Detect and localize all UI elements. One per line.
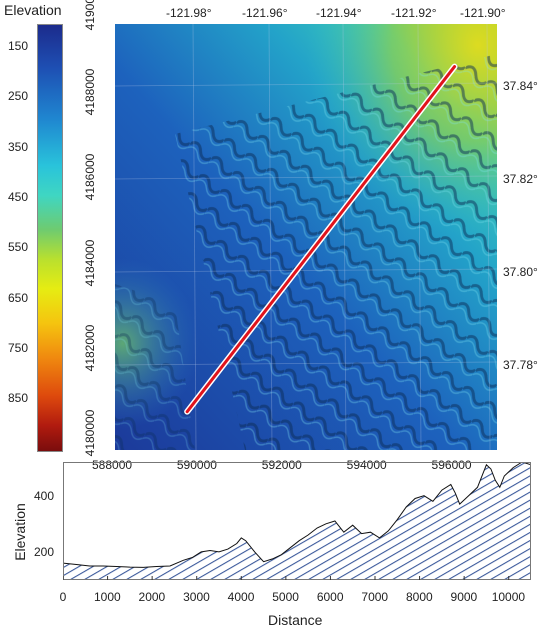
graticule-parallel [115, 82, 497, 87]
profile-x-tick-label: 5000 [272, 590, 299, 604]
graticule-meridian [486, 24, 491, 450]
graticule-parallel [115, 268, 497, 273]
profile-x-tick-label: 8000 [405, 590, 433, 604]
colorbar-tick-label: 550 [8, 240, 29, 255]
profile-line [185, 65, 457, 414]
colorbar-tick-label: 350 [8, 139, 29, 154]
profile-x-tick-label: 10000 [491, 590, 526, 604]
longitude-tick-label: -121.92° [391, 6, 437, 20]
profile-y-tick-label: 400 [34, 488, 55, 503]
profile-x-tick-label: 7000 [361, 590, 389, 604]
longitude-tick-label: -121.90° [460, 6, 506, 20]
profile-outline [63, 462, 531, 568]
colorbar-tick-label: 250 [8, 89, 29, 104]
graticule-parallel [115, 175, 497, 180]
graticule-meridian [342, 24, 347, 450]
easting-tick-label: 596000 [431, 458, 472, 472]
graticule-parallel [115, 361, 497, 366]
colorbar-tick-label: 650 [8, 290, 29, 305]
elevation-map[interactable] [115, 24, 497, 450]
easting-tick-label: 590000 [176, 458, 217, 472]
profile-area [63, 462, 531, 580]
profile-y-tick-label: 200 [34, 544, 55, 559]
northing-tick-label: 4182000 [83, 324, 97, 372]
colorbar-tick-label: 850 [8, 391, 29, 406]
graticule-meridian [268, 24, 273, 450]
elevation-profile-chart[interactable] [63, 462, 531, 580]
colorbar-tick-label: 150 [8, 39, 29, 53]
northing-tick-label: 4180000 [83, 409, 97, 457]
latitude-tick-label: 37.78° [503, 358, 538, 372]
profile-x-tick-label: 4000 [227, 590, 255, 604]
colorbar-tick-label: 750 [8, 340, 29, 355]
profile-x-tick-label: 9000 [450, 590, 478, 604]
profile-x-tick-label: 1000 [93, 590, 121, 604]
latitude-tick-label: 37.82° [503, 172, 538, 186]
profile-x-tick-label: 6000 [316, 590, 344, 604]
northing-tick-label: 4190000 [83, 0, 97, 31]
colorbar-title: Elevation [4, 2, 62, 18]
easting-tick-label: 594000 [346, 458, 387, 472]
profile-y-label: Elevation [12, 503, 28, 561]
longitude-tick-label: -121.96° [242, 6, 288, 20]
graticule-meridian [417, 24, 422, 450]
profile-x-tick-label: 0 [59, 590, 67, 604]
longitude-tick-label: -121.94° [316, 6, 362, 20]
colorbar-tick-label: 450 [8, 189, 29, 204]
elevation-colorbar [37, 24, 63, 452]
terrain-ridges [175, 54, 497, 450]
easting-tick-label: 592000 [261, 458, 302, 472]
latitude-tick-label: 37.84° [503, 79, 538, 93]
northing-tick-label: 4184000 [83, 239, 97, 286]
northing-tick-label: 4188000 [83, 68, 97, 116]
easting-tick-label: 588000 [92, 458, 133, 472]
northing-tick-label: 4186000 [83, 154, 97, 201]
latitude-tick-label: 37.80° [503, 265, 538, 279]
graticule-meridian [192, 24, 197, 450]
profile-x-label: Distance [268, 612, 323, 628]
longitude-tick-label: -121.98° [166, 6, 212, 20]
map-grid [115, 24, 497, 450]
profile-x-tick-label: 2000 [138, 590, 166, 604]
profile-x-tick-label: 3000 [183, 590, 210, 604]
